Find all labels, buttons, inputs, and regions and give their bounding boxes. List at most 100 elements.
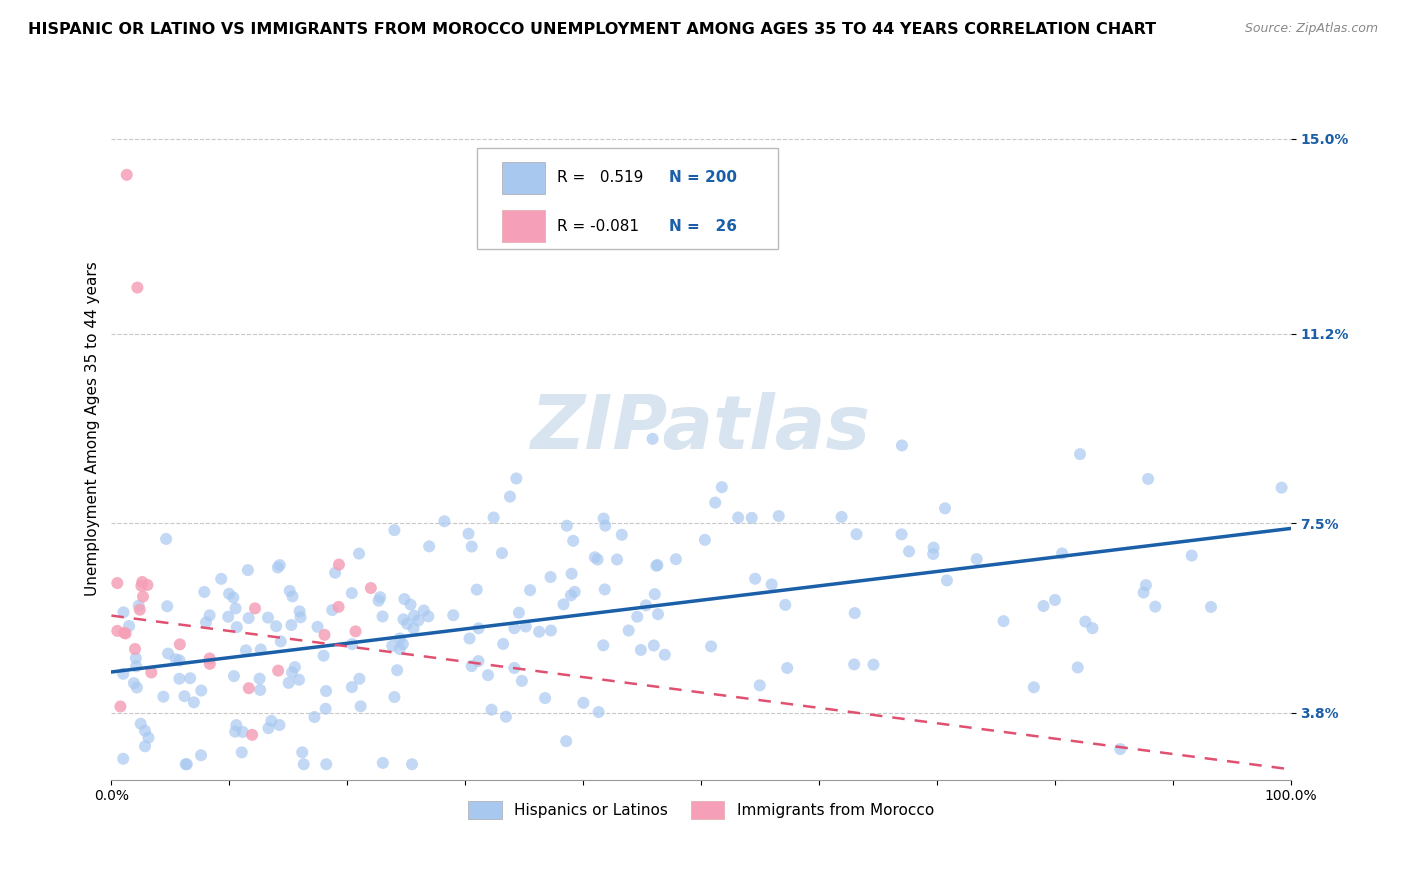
Point xyxy=(845,527,868,541)
Point xyxy=(321,603,343,617)
Point xyxy=(727,510,749,524)
Point xyxy=(467,654,489,668)
Point xyxy=(741,511,763,525)
Point xyxy=(277,676,299,690)
Point xyxy=(402,608,425,623)
Point xyxy=(349,672,371,686)
Point xyxy=(194,615,217,630)
Point xyxy=(128,603,150,617)
Point xyxy=(344,624,367,639)
Point xyxy=(125,651,148,665)
Point xyxy=(890,527,912,541)
Point xyxy=(626,609,648,624)
Point xyxy=(118,619,141,633)
Point xyxy=(122,676,145,690)
Point xyxy=(555,734,578,748)
Point xyxy=(278,583,301,598)
Point xyxy=(292,757,315,772)
Point xyxy=(155,532,177,546)
Point xyxy=(510,673,533,688)
Point xyxy=(540,624,562,638)
Point xyxy=(138,731,160,745)
Point xyxy=(136,578,159,592)
Y-axis label: Unemployment Among Ages 35 to 44 years: Unemployment Among Ages 35 to 44 years xyxy=(86,261,100,596)
Point xyxy=(328,599,350,614)
Point xyxy=(392,612,415,626)
Point xyxy=(105,624,128,638)
Point xyxy=(1181,549,1204,563)
Point xyxy=(114,626,136,640)
Point xyxy=(128,599,150,613)
Point xyxy=(392,637,415,651)
Point xyxy=(641,432,664,446)
Point xyxy=(238,611,260,625)
Point xyxy=(312,648,335,663)
Point xyxy=(190,748,212,763)
Point xyxy=(515,619,537,633)
Point xyxy=(218,587,240,601)
Point xyxy=(482,510,505,524)
Point xyxy=(831,509,853,524)
Point xyxy=(110,699,132,714)
Point xyxy=(503,621,526,635)
Point xyxy=(315,702,337,716)
Point xyxy=(460,659,482,673)
Point xyxy=(179,671,201,685)
Point xyxy=(458,632,481,646)
Point xyxy=(222,591,245,605)
Point xyxy=(534,691,557,706)
Point xyxy=(934,501,956,516)
Point xyxy=(257,721,280,735)
Point xyxy=(503,661,526,675)
Point xyxy=(217,609,239,624)
Point xyxy=(388,632,411,646)
Point xyxy=(174,757,197,772)
Point xyxy=(125,681,148,695)
Point xyxy=(152,690,174,704)
Point xyxy=(844,657,866,672)
Point xyxy=(495,710,517,724)
Point xyxy=(157,647,180,661)
Point xyxy=(112,752,135,766)
Point xyxy=(235,643,257,657)
Text: Source: ZipAtlas.com: Source: ZipAtlas.com xyxy=(1244,22,1378,36)
Point xyxy=(499,490,522,504)
Point xyxy=(328,558,350,572)
Point xyxy=(112,626,135,640)
Point xyxy=(647,558,669,572)
Point xyxy=(141,665,163,680)
Point xyxy=(1022,680,1045,694)
Point xyxy=(169,653,191,667)
Point xyxy=(1050,547,1073,561)
Point xyxy=(340,680,363,694)
Point xyxy=(349,699,371,714)
Point xyxy=(457,526,479,541)
Point xyxy=(586,552,609,566)
Point xyxy=(198,657,221,671)
Point xyxy=(898,544,921,558)
Point xyxy=(384,523,406,537)
Point xyxy=(492,637,515,651)
Text: N = 200: N = 200 xyxy=(669,170,737,186)
Point xyxy=(617,624,640,638)
Point xyxy=(198,651,221,665)
Point xyxy=(284,660,307,674)
Point xyxy=(169,672,191,686)
Point xyxy=(232,725,254,739)
Point xyxy=(222,669,245,683)
Point xyxy=(606,552,628,566)
Point xyxy=(385,663,408,677)
Point xyxy=(134,723,156,738)
Point xyxy=(583,550,606,565)
Point xyxy=(588,705,610,719)
Point xyxy=(264,619,287,633)
Text: HISPANIC OR LATINO VS IMMIGRANTS FROM MOROCCO UNEMPLOYMENT AMONG AGES 35 TO 44 Y: HISPANIC OR LATINO VS IMMIGRANTS FROM MO… xyxy=(28,22,1156,37)
Point xyxy=(481,703,503,717)
Point xyxy=(744,572,766,586)
Point xyxy=(396,616,419,631)
Point xyxy=(491,546,513,560)
Point xyxy=(561,566,583,581)
Point xyxy=(156,599,179,614)
Point xyxy=(169,637,191,651)
Point xyxy=(231,745,253,759)
